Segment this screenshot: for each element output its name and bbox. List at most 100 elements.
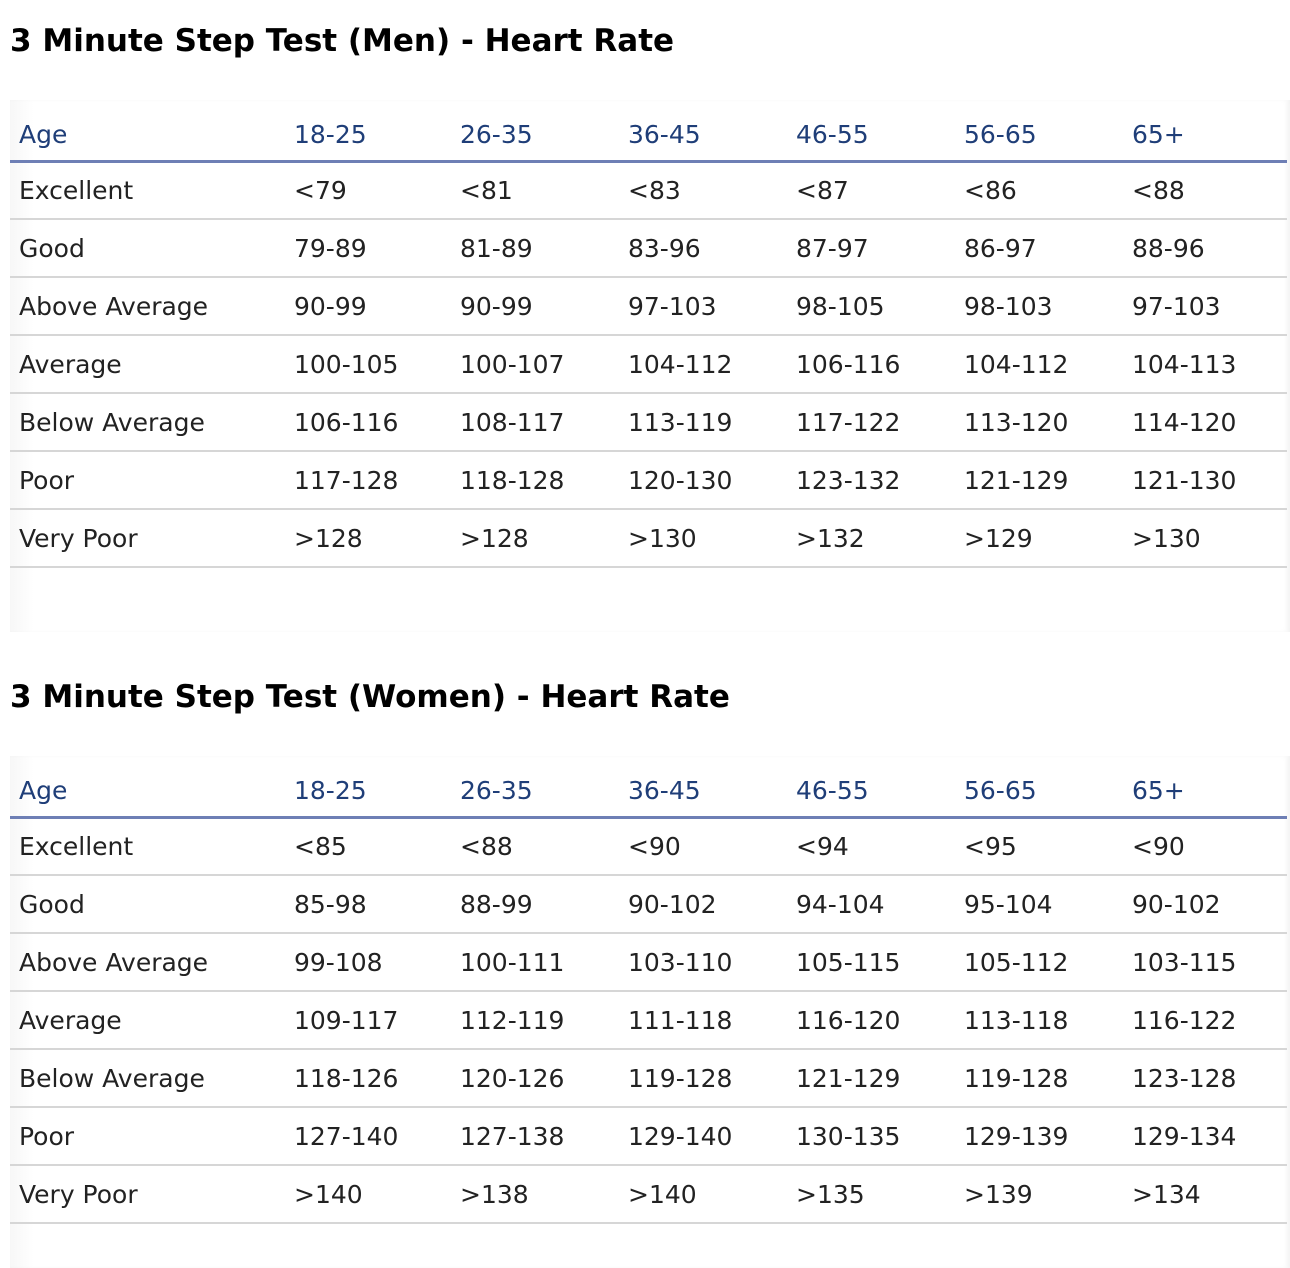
- heart-rate-cell: <90: [618, 817, 786, 876]
- heart-rate-cell: 111-118: [618, 991, 786, 1050]
- heart-rate-cell: 79-89: [284, 219, 450, 278]
- column-header-36-45: 36-45: [618, 756, 786, 819]
- heart-rate-cell: 83-96: [618, 219, 786, 278]
- heart-rate-cell: <95: [954, 817, 1122, 876]
- men-table-header: Age 18-25 26-35 36-45 46-55 56-65 65+: [10, 100, 1287, 163]
- heart-rate-cell: 104-113: [1122, 335, 1287, 394]
- heart-rate-cell: 87-97: [786, 219, 954, 278]
- heart-rate-cell: <81: [450, 161, 618, 220]
- heart-rate-cell: 117-128: [284, 451, 450, 510]
- heart-rate-cell: <83: [618, 161, 786, 220]
- rating-label-cell: Above Average: [10, 933, 284, 992]
- heart-rate-cell: 99-108: [284, 933, 450, 992]
- women-table-container: Age 18-25 26-35 36-45 46-55 56-65 65+ Ex…: [10, 756, 1290, 1268]
- heart-rate-cell: 123-128: [1122, 1049, 1287, 1108]
- heart-rate-cell: >132: [786, 509, 954, 568]
- heart-rate-cell: >128: [284, 509, 450, 568]
- rating-label-cell: Very Poor: [10, 1165, 284, 1224]
- heart-rate-cell: <79: [284, 161, 450, 220]
- rating-label-cell: Average: [10, 335, 284, 394]
- heart-rate-cell: <90: [1122, 817, 1287, 876]
- rating-label-cell: Excellent: [10, 817, 284, 876]
- header-row: Age 18-25 26-35 36-45 46-55 56-65 65+: [10, 100, 1287, 163]
- rating-label-cell: Very Poor: [10, 509, 284, 568]
- column-header-18-25: 18-25: [284, 756, 450, 819]
- rating-label-cell: Excellent: [10, 161, 284, 220]
- heart-rate-cell: 104-112: [618, 335, 786, 394]
- rating-label-cell: Poor: [10, 1107, 284, 1166]
- heart-rate-cell: 118-128: [450, 451, 618, 510]
- heart-rate-cell: 100-107: [450, 335, 618, 394]
- heart-rate-cell: 106-116: [284, 393, 450, 452]
- heart-rate-cell: 112-119: [450, 991, 618, 1050]
- column-header-56-65: 56-65: [954, 756, 1122, 819]
- heart-rate-cell: 119-128: [618, 1049, 786, 1108]
- men-heart-rate-table: Age 18-25 26-35 36-45 46-55 56-65 65+ Ex…: [10, 100, 1287, 568]
- heart-rate-cell: 90-102: [618, 875, 786, 934]
- heart-rate-cell: >129: [954, 509, 1122, 568]
- heart-rate-cell: 105-112: [954, 933, 1122, 992]
- heart-rate-cell: 113-119: [618, 393, 786, 452]
- heart-rate-cell: >128: [450, 509, 618, 568]
- heart-rate-cell: <85: [284, 817, 450, 876]
- heart-rate-cell: 120-130: [618, 451, 786, 510]
- heart-rate-cell: >130: [618, 509, 786, 568]
- heart-rate-cell: >135: [786, 1165, 954, 1224]
- women-table-title: 3 Minute Step Test (Women) - Heart Rate: [10, 679, 730, 715]
- table-row: Below Average 118-126 120-126 119-128 121-12…: [10, 1049, 1287, 1108]
- heart-rate-cell: 120-126: [450, 1049, 618, 1108]
- heart-rate-cell: 127-140: [284, 1107, 450, 1166]
- heart-rate-cell: 116-122: [1122, 991, 1287, 1050]
- heart-rate-cell: 119-128: [954, 1049, 1122, 1108]
- heart-rate-cell: <88: [450, 817, 618, 876]
- heart-rate-cell: 108-117: [450, 393, 618, 452]
- table-row: Average 100-105 100-107 104-112 106-116 104-1…: [10, 335, 1287, 394]
- heart-rate-cell: >138: [450, 1165, 618, 1224]
- men-table-body: Excellent <79 <81 <83 <87 <86 <88 Good 79-89 81-8…: [10, 161, 1287, 568]
- column-header-65-plus: 65+: [1122, 756, 1287, 819]
- column-header-65-plus: 65+: [1122, 100, 1287, 163]
- heart-rate-cell: >130: [1122, 509, 1287, 568]
- rating-label-cell: Average: [10, 991, 284, 1050]
- table-row: Excellent <85 <88 <90 <94 <95 <90: [10, 817, 1287, 876]
- men-table-title: 3 Minute Step Test (Men) - Heart Rate: [10, 23, 675, 59]
- heart-rate-cell: 121-129: [786, 1049, 954, 1108]
- heart-rate-cell: >134: [1122, 1165, 1287, 1224]
- heart-rate-cell: 109-117: [284, 991, 450, 1050]
- table-row: Poor 127-140 127-138 129-140 130-135 129-139 1…: [10, 1107, 1287, 1166]
- heart-rate-cell: >140: [618, 1165, 786, 1224]
- heart-rate-cell: 100-111: [450, 933, 618, 992]
- heart-rate-cell: 121-129: [954, 451, 1122, 510]
- rating-label-cell: Good: [10, 219, 284, 278]
- heart-rate-cell: <88: [1122, 161, 1287, 220]
- table-row: Excellent <79 <81 <83 <87 <86 <88: [10, 161, 1287, 220]
- heart-rate-cell: 114-120: [1122, 393, 1287, 452]
- women-table-header: Age 18-25 26-35 36-45 46-55 56-65 65+: [10, 756, 1287, 819]
- heart-rate-cell: 113-118: [954, 991, 1122, 1050]
- heart-rate-cell: 129-134: [1122, 1107, 1287, 1166]
- table-row: Very Poor >128 >128 >130 >132 >129 >130: [10, 509, 1287, 568]
- heart-rate-cell: 117-122: [786, 393, 954, 452]
- column-header-46-55: 46-55: [786, 756, 954, 819]
- heart-rate-cell: 81-89: [450, 219, 618, 278]
- heart-rate-cell: 103-110: [618, 933, 786, 992]
- heart-rate-cell: 94-104: [786, 875, 954, 934]
- heart-rate-cell: 88-99: [450, 875, 618, 934]
- heart-rate-cell: <87: [786, 161, 954, 220]
- heart-rate-cell: 86-97: [954, 219, 1122, 278]
- heart-rate-cell: 90-99: [450, 277, 618, 336]
- header-row: Age 18-25 26-35 36-45 46-55 56-65 65+: [10, 756, 1287, 819]
- heart-rate-cell: 129-139: [954, 1107, 1122, 1166]
- rating-label-cell: Below Average: [10, 393, 284, 452]
- heart-rate-cell: 97-103: [618, 277, 786, 336]
- heart-rate-cell: 127-138: [450, 1107, 618, 1166]
- column-header-26-35: 26-35: [450, 100, 618, 163]
- women-table-body: Excellent <85 <88 <90 <94 <95 <90 Good 85-98 88-9…: [10, 817, 1287, 1224]
- table-row: Poor 117-128 118-128 120-130 123-132 121-129 1…: [10, 451, 1287, 510]
- heart-rate-cell: 90-99: [284, 277, 450, 336]
- heart-rate-cell: 105-115: [786, 933, 954, 992]
- heart-rate-cell: 130-135: [786, 1107, 954, 1166]
- table-row: Below Average 106-116 108-117 113-119 117-12…: [10, 393, 1287, 452]
- heart-rate-cell: >139: [954, 1165, 1122, 1224]
- table-row: Above Average 99-108 100-111 103-110 105-115…: [10, 933, 1287, 992]
